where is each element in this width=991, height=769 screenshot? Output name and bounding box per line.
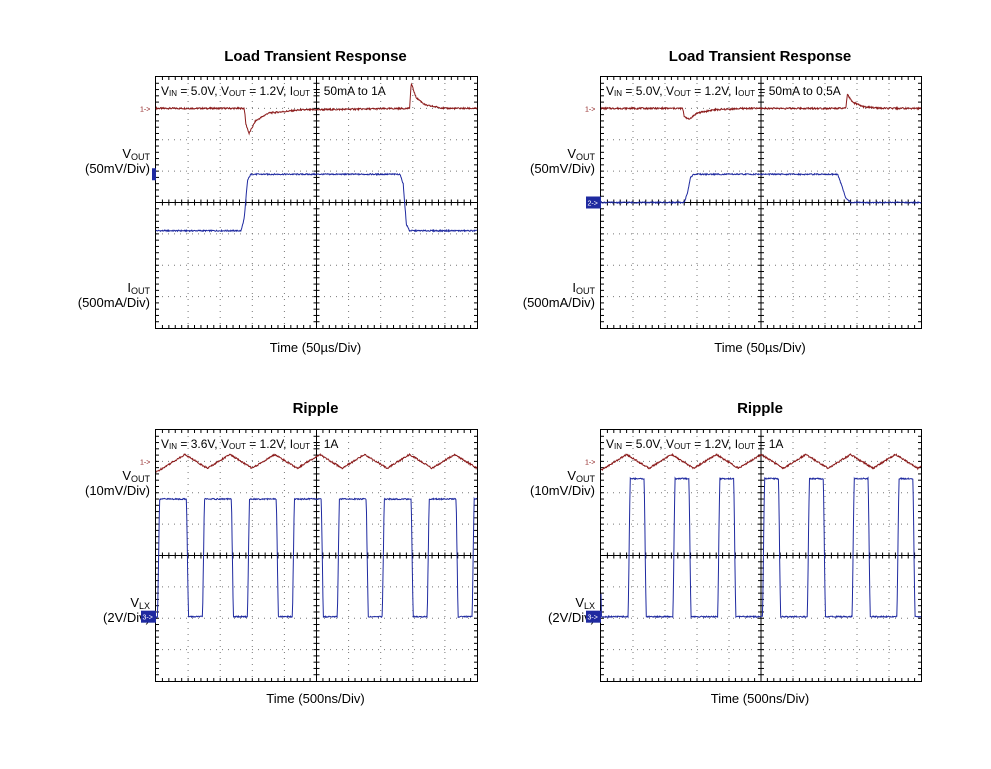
ch2-label-scale: (2V/Div) bbox=[548, 610, 595, 625]
ch1-label-sub: OUT bbox=[576, 152, 595, 162]
scope-screen: VIN = 5.0V, VOUT = 1.2V, IOUT = 50mA to … bbox=[140, 76, 478, 329]
x-axis-label: Time (500ns/Div) bbox=[710, 691, 810, 706]
ch2-marker-box bbox=[586, 196, 601, 209]
scope-plot: 1-> 3-> bbox=[140, 430, 478, 681]
scope-screen: VIN = 5.0V, VOUT = 1.2V, IOUT = 1A 1-> 3-… bbox=[585, 429, 922, 682]
conditions-text: VIN = 5.0V, VOUT = 1.2V, IOUT = 50mA to … bbox=[606, 84, 841, 98]
ch1-label-main: V bbox=[122, 146, 131, 161]
ch1-label-scale: (50mV/Div) bbox=[84, 161, 150, 176]
ch2-label-sub: OUT bbox=[131, 286, 150, 296]
ch1-label: VOUT (50mV/Div) bbox=[465, 146, 595, 176]
scope-plot: 1-> bbox=[140, 77, 478, 328]
ch1-label: VOUT (10mV/Div) bbox=[20, 468, 150, 498]
ch2-label: VLX (2V/Div) bbox=[20, 595, 150, 625]
ch2-marker-text: 2-> bbox=[588, 201, 598, 208]
ch1-label-scale: (10mV/Div) bbox=[84, 483, 150, 498]
ch2-marker-box bbox=[152, 168, 156, 181]
chart-title: Load Transient Response bbox=[224, 48, 407, 65]
trace-ch1 bbox=[155, 82, 478, 136]
chart-title: Ripple bbox=[292, 400, 339, 417]
ch1-label-sub: OUT bbox=[131, 152, 150, 162]
ch2-marker-text: 3-> bbox=[588, 615, 598, 622]
trace-ch1 bbox=[601, 93, 922, 120]
chart-title: Ripple bbox=[737, 400, 783, 417]
trace-ch2 bbox=[600, 476, 922, 620]
scope-screen: VIN = 5.0V, VOUT = 1.2V, IOUT = 50mA to … bbox=[585, 76, 922, 329]
center-axes bbox=[156, 77, 477, 328]
trace-ch2 bbox=[600, 172, 922, 205]
ch2-label-scale: (500mA/Div) bbox=[77, 295, 150, 310]
ch2-marker-text: 3-> bbox=[143, 615, 153, 622]
ch1-marker: 1-> bbox=[585, 459, 595, 466]
ch2-marker: 3-> bbox=[586, 610, 601, 623]
trace-ch2 bbox=[155, 172, 478, 233]
scope-plot: 1-> 2-> bbox=[585, 77, 922, 328]
ch2-label-main: I bbox=[572, 280, 576, 295]
ch1-label: VOUT (10mV/Div) bbox=[465, 468, 595, 498]
ch1-label-main: V bbox=[122, 468, 131, 483]
center-axes bbox=[156, 430, 477, 681]
ch1-marker: 1-> bbox=[140, 106, 150, 113]
ch1-label-scale: (50mV/Div) bbox=[529, 161, 595, 176]
ch2-marker bbox=[152, 168, 156, 181]
ch2-label-main: V bbox=[130, 595, 139, 610]
ch2-label-sub: LX bbox=[583, 601, 595, 611]
ch2-label-main: I bbox=[127, 280, 131, 295]
x-axis-label: Time (50µs/Div) bbox=[714, 340, 806, 355]
ch2-label-main: V bbox=[575, 595, 584, 610]
conditions-text: VIN = 5.0V, VOUT = 1.2V, IOUT = 50mA to … bbox=[161, 84, 386, 98]
ch2-label-sub: OUT bbox=[576, 286, 595, 296]
ch1-label-scale: (10mV/Div) bbox=[529, 483, 595, 498]
ch2-marker: 3-> bbox=[141, 610, 156, 623]
x-axis-label: Time (500ns/Div) bbox=[266, 691, 365, 706]
ch2-label-scale: (500mA/Div) bbox=[522, 295, 595, 310]
ch1-marker: 1-> bbox=[585, 106, 595, 113]
ch1-label-main: V bbox=[567, 146, 576, 161]
ch2-label: IOUT (500mA/Div) bbox=[465, 280, 595, 310]
trace-ch1 bbox=[600, 452, 922, 472]
ch2-label-scale: (2V/Div) bbox=[103, 610, 150, 625]
ch1-label-main: V bbox=[567, 468, 576, 483]
center-axes bbox=[601, 430, 921, 681]
scope-plot: 1-> 3-> bbox=[585, 430, 922, 681]
ch2-marker: 2-> bbox=[586, 196, 601, 209]
trace-ch2 bbox=[155, 496, 478, 619]
ch2-marker-box bbox=[141, 610, 156, 623]
x-axis-label: Time (50µs/Div) bbox=[269, 340, 362, 355]
ch1-label-sub: OUT bbox=[576, 474, 595, 484]
ch2-marker-box bbox=[586, 610, 601, 623]
scope-screen: VIN = 3.6V, VOUT = 1.2V, IOUT = 1A 1->3-… bbox=[140, 429, 478, 682]
chart-title: Load Transient Response bbox=[668, 48, 852, 65]
ch2-label-sub: LX bbox=[138, 601, 150, 611]
ch2-label: IOUT (500mA/Div) bbox=[20, 280, 150, 310]
ch1-label: VOUT (50mV/Div) bbox=[20, 146, 150, 176]
conditions-text: VIN = 5.0V, VOUT = 1.2V, IOUT = 1A bbox=[606, 437, 784, 451]
trace-ch1 bbox=[155, 453, 478, 473]
ch1-marker: 1-> bbox=[140, 459, 150, 466]
ch1-label-sub: OUT bbox=[131, 474, 150, 484]
ch2-label: VLX (2V/Div) bbox=[465, 595, 595, 625]
